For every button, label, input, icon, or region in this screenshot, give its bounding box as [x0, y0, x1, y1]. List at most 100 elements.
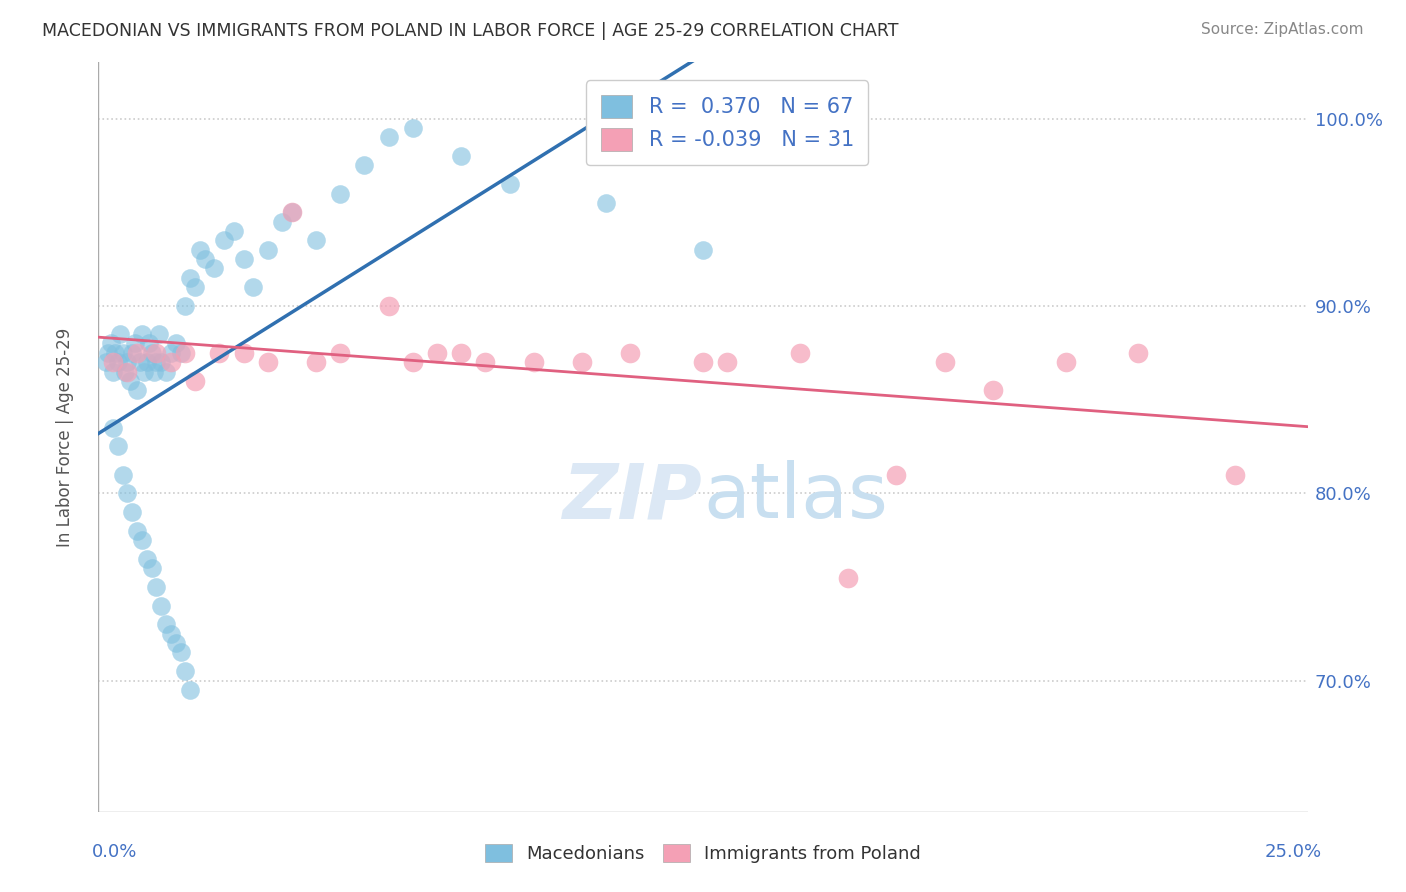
Point [131, 327, 153, 342]
Point [242, 280, 264, 294]
Point [121, 505, 143, 519]
Point [256, 243, 278, 257]
Point [232, 346, 254, 360]
Point [402, 120, 425, 135]
Point [101, 355, 124, 369]
Point [981, 384, 1004, 398]
Point [111, 346, 134, 360]
Point [179, 683, 201, 698]
Point [716, 355, 738, 369]
Point [212, 233, 235, 247]
Point [150, 355, 173, 369]
Point [101, 420, 124, 434]
Point [97, 346, 120, 360]
Point [127, 346, 149, 360]
Point [174, 346, 197, 360]
Point [131, 533, 153, 547]
Point [692, 355, 714, 369]
Point [377, 130, 399, 145]
Point [101, 365, 124, 379]
Point [108, 327, 131, 342]
Point [138, 336, 160, 351]
Point [165, 636, 187, 650]
Point [148, 327, 170, 342]
Point [160, 355, 183, 369]
Point [145, 355, 167, 369]
Point [789, 346, 811, 360]
Point [222, 224, 245, 238]
Point [619, 346, 641, 360]
Point [135, 355, 157, 369]
Point [160, 346, 183, 360]
Point [450, 149, 472, 163]
Point [353, 158, 375, 172]
Text: atlas: atlas [703, 460, 887, 534]
Point [402, 355, 425, 369]
Point [329, 346, 352, 360]
Point [127, 384, 149, 398]
Text: MACEDONIAN VS IMMIGRANTS FROM POLAND IN LABOR FORCE | AGE 25-29 CORRELATION CHAR: MACEDONIAN VS IMMIGRANTS FROM POLAND IN … [42, 22, 898, 40]
Point [305, 355, 328, 369]
Point [165, 336, 187, 351]
Point [886, 467, 908, 482]
Point [150, 599, 173, 613]
Point [104, 346, 127, 360]
Point [595, 196, 617, 211]
Point [155, 617, 177, 632]
Point [117, 355, 139, 369]
Point [155, 365, 177, 379]
Text: 25.0%: 25.0% [1264, 843, 1322, 861]
Point [118, 374, 141, 388]
Point [498, 177, 520, 191]
Point [837, 571, 859, 585]
Point [160, 627, 183, 641]
Text: In Labor Force | Age 25-29: In Labor Force | Age 25-29 [56, 327, 75, 547]
Point [169, 346, 191, 360]
Point [127, 524, 149, 538]
Point [256, 355, 278, 369]
Point [426, 346, 449, 360]
Point [117, 365, 139, 379]
Point [174, 299, 197, 313]
Point [143, 365, 166, 379]
Text: 0.0%: 0.0% [91, 843, 136, 861]
Point [281, 205, 304, 219]
Point [141, 561, 163, 575]
Point [145, 580, 167, 594]
Point [271, 215, 294, 229]
Point [135, 551, 157, 566]
Point [169, 646, 191, 660]
Point [692, 243, 714, 257]
Point [107, 439, 129, 453]
Point [329, 186, 352, 201]
Point [141, 346, 163, 360]
Point [934, 355, 956, 369]
Point [179, 271, 201, 285]
Point [1223, 467, 1246, 482]
Point [232, 252, 254, 266]
Point [305, 233, 328, 247]
Point [124, 336, 146, 351]
Point [94, 355, 117, 369]
Point [188, 243, 211, 257]
Point [281, 205, 304, 219]
Point [204, 261, 226, 276]
Point [474, 355, 496, 369]
Point [107, 355, 129, 369]
Point [571, 355, 593, 369]
Point [128, 355, 150, 369]
Point [145, 346, 167, 360]
Point [1128, 346, 1150, 360]
Point [117, 486, 139, 500]
Text: Source: ZipAtlas.com: Source: ZipAtlas.com [1201, 22, 1364, 37]
Point [114, 365, 136, 379]
Point [377, 299, 399, 313]
Point [450, 346, 472, 360]
Point [523, 355, 546, 369]
Point [1054, 355, 1077, 369]
Point [111, 467, 134, 482]
Point [194, 252, 217, 266]
Point [100, 336, 122, 351]
Point [134, 365, 156, 379]
Point [121, 346, 143, 360]
